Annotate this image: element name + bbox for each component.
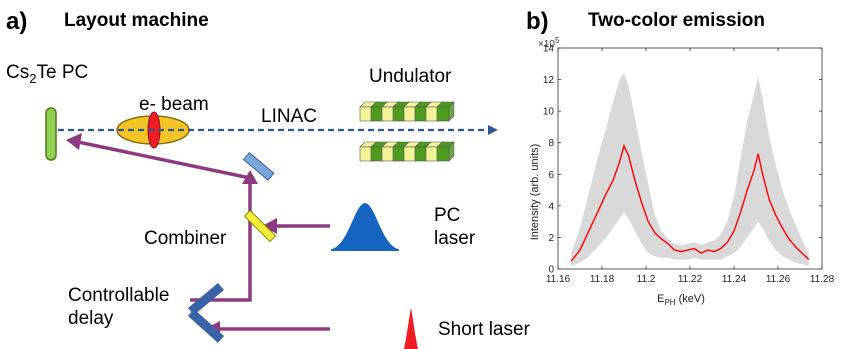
delay-label: Controllable delay [68,284,169,330]
layout-diagram [45,101,498,349]
y-tick-label: 14 [543,44,555,55]
undulator-block [436,141,455,162]
x-label-sub: PH [664,298,675,307]
y-tick-label: 4 [548,201,554,212]
y-tick-label: 2 [548,233,554,244]
x-tick-label: 11.22 [678,274,703,285]
y-axis-label: Intensity (arb. units) [529,144,541,241]
pc-laser-label-line2: laser [434,228,476,249]
ebeam-label: e- beam [139,94,209,115]
emission-chart: 11.16 11.18 11.2 11.22 11.24 11.26 11.28 0 2 4 6 8 1… [529,36,835,307]
panel-b-letter: b) [526,8,549,35]
laser-path [77,140,330,331]
x-tick-label: 11.18 [590,274,615,285]
undulator-label: Undulator [369,66,452,87]
x-tick-label: 11.28 [810,274,835,285]
panel-b-title: Two-color emission [588,10,766,31]
x-tick-label: 11.2 [637,274,656,285]
undulator-block [436,101,455,122]
x-tick-label: 11.26 [766,274,791,285]
panel-a-letter: a) [6,8,28,35]
mean-spectrum-line [570,143,810,262]
delay-mirror [188,283,224,343]
exponent-base: ×10 [538,39,555,50]
y-tick-label: 8 [548,138,554,149]
y-tick-label: 12 [543,75,555,86]
linac-label: LINAC [261,106,317,127]
delay-label-line1: Controllable [68,285,170,306]
x-label-main: E [657,293,664,305]
laser-arrowheads [66,133,277,337]
short-laser-label: Short laser [438,319,530,340]
cathode-label-main: Cs [6,62,30,83]
undulator-top [359,101,455,122]
delay-label-line2: delay [68,308,114,329]
cathode-label: Cs2Te PC [6,62,88,86]
cathode-label-rest: Te PC [36,62,89,83]
undulator-bottom [359,141,455,162]
pc-laser-label-line1: PC [434,205,461,226]
y-tick-label: 0 [548,265,554,276]
variance-band [571,73,809,266]
x-label-rest: (keV) [676,293,705,305]
exponent-power: 5 [555,36,560,45]
short-laser-pulse [404,308,418,349]
panel-a-title: Layout machine [64,10,209,31]
x-tick-label: 11.16 [546,274,571,285]
exponent-label: ×105 [538,36,560,50]
steering-mirror [242,151,275,181]
cathode [45,107,57,161]
x-axis-label: EPH (keV) [657,293,705,307]
pc-laser-label: PC laser [434,204,475,250]
y-tick-label: 6 [548,170,554,181]
pc-laser-pulse [331,203,399,251]
combiner [243,209,277,243]
combiner-label: Combiner [144,228,227,249]
cathode-label-sub: 2 [29,70,37,86]
x-tick-label: 11.24 [722,274,747,285]
y-tick-label: 10 [543,107,555,118]
